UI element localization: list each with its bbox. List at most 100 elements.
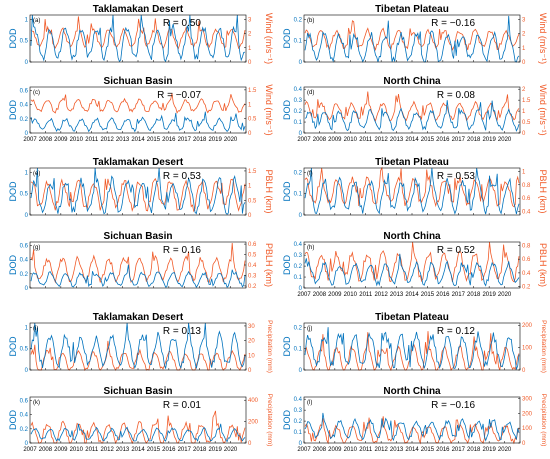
tick-label-x: 2015 bbox=[421, 137, 435, 143]
tick-label-x: 2019 bbox=[482, 447, 496, 453]
plot-frame bbox=[29, 322, 247, 371]
tick-label-left: 0 bbox=[299, 60, 303, 66]
y-axis-label-right: PBLH (km) bbox=[264, 243, 274, 287]
tick-label-left: 0.2 bbox=[294, 17, 303, 23]
tick-label-x: 2012 bbox=[374, 447, 388, 453]
series-line-left bbox=[304, 253, 520, 287]
y-axis-label-right: PBLH (km) bbox=[538, 243, 548, 287]
tick-label-x: 2010 bbox=[344, 137, 358, 143]
tick-label-right: 2 bbox=[522, 87, 526, 93]
correlation-label: R = −0.16 bbox=[431, 18, 475, 29]
tick-label-left: 0.6 bbox=[20, 89, 29, 95]
tick-label-left: 0.1 bbox=[294, 120, 303, 126]
tick-label-x: 2020 bbox=[498, 292, 512, 298]
series-line-left bbox=[304, 15, 520, 63]
tick-label-x: 2015 bbox=[147, 447, 161, 453]
tick-label-x: 2013 bbox=[390, 447, 404, 453]
y-axis-label-left: DOD bbox=[8, 255, 18, 276]
tick-label-left: 0.2 bbox=[294, 325, 303, 331]
plot-frame bbox=[29, 86, 247, 134]
tick-label-right: 200 bbox=[522, 411, 533, 417]
tick-label-left: 1 bbox=[25, 170, 29, 176]
tick-label-left: 0.1 bbox=[294, 430, 303, 436]
tick-label-right: 0 bbox=[522, 368, 526, 374]
tick-label-x: 2020 bbox=[224, 447, 238, 453]
tick-label-x: 2011 bbox=[85, 447, 99, 453]
tick-label-x: 2014 bbox=[405, 447, 419, 453]
tick-label-left: 0.1 bbox=[294, 39, 303, 45]
panel-g: Sichuan Basin (g) R = 0.16 0 0.2 0.4 0.6 0.2 0.3… bbox=[8, 231, 274, 292]
tick-label-right: 1.5 bbox=[248, 88, 257, 94]
tick-label-right: 0.8 bbox=[522, 243, 531, 249]
tick-label-x: 2010 bbox=[70, 137, 84, 143]
panel-title: Taklamakan Desert bbox=[93, 4, 184, 15]
tick-label-x: 2017 bbox=[178, 137, 192, 143]
tick-label-right: 20 bbox=[248, 339, 255, 345]
tick-label-x: 2009 bbox=[54, 137, 68, 143]
tick-label-right: 100 bbox=[522, 346, 533, 352]
tick-label-x: 2009 bbox=[328, 137, 342, 143]
y-axis-label-left: DOD bbox=[282, 28, 292, 49]
y-axis-label-left: DOD bbox=[8, 181, 18, 202]
series-line-right bbox=[304, 416, 520, 445]
series-line-left bbox=[304, 327, 520, 370]
panel-letter: (i) bbox=[33, 326, 38, 332]
tick-label-right: 1.5 bbox=[522, 98, 531, 104]
tick-label-right: 300 bbox=[522, 396, 533, 402]
tick-label-x: 2018 bbox=[467, 137, 481, 143]
tick-label-left: 0 bbox=[25, 441, 29, 447]
tick-label-x: 2007 bbox=[297, 137, 311, 143]
y-axis-label-left: DOD bbox=[282, 181, 292, 202]
tick-label-x: 2011 bbox=[359, 447, 373, 453]
panel-h: North China (h) R = 0.52 0 0.1 0.2 0.3 0.4 0.2 0.… bbox=[282, 231, 548, 298]
series-line-right bbox=[30, 93, 246, 114]
tick-label-right: 1 bbox=[248, 46, 252, 52]
tick-label-x: 2013 bbox=[116, 447, 130, 453]
panel-title: Tibetan Plateau bbox=[375, 312, 449, 323]
tick-label-x: 2007 bbox=[297, 447, 311, 453]
tick-label-right: 3 bbox=[522, 17, 526, 23]
plot-frame bbox=[29, 396, 247, 444]
panel-title: Sichuan Basin bbox=[104, 386, 173, 397]
tick-label-left: 0.4 bbox=[20, 413, 29, 419]
tick-label-x: 2018 bbox=[193, 447, 207, 453]
y-axis-label-right: Precipitation (mm) bbox=[266, 394, 273, 447]
tick-label-x: 2020 bbox=[224, 137, 238, 143]
tick-label-right: 30 bbox=[248, 324, 255, 330]
series-line-left bbox=[30, 264, 246, 289]
tick-label-left: 0.4 bbox=[20, 258, 29, 264]
tick-label-right: 0 bbox=[248, 213, 252, 219]
correlation-label: R = 0.01 bbox=[163, 400, 202, 411]
tick-label-left: 0.6 bbox=[20, 399, 29, 405]
tick-label-x: 2014 bbox=[405, 292, 419, 298]
tick-label-right: 0.4 bbox=[522, 210, 531, 216]
tick-label-right: 1 bbox=[522, 46, 526, 52]
y-axis-label-right: PBLH (km) bbox=[538, 169, 548, 213]
tick-label-right: 3 bbox=[248, 17, 252, 23]
y-axis-label-right: Precipitation (mm) bbox=[266, 320, 273, 373]
tick-label-x: 2016 bbox=[436, 447, 450, 453]
tick-label-left: 0 bbox=[299, 131, 303, 137]
tick-label-x: 2009 bbox=[328, 447, 342, 453]
tick-label-x: 2017 bbox=[178, 447, 192, 453]
tick-label-x: 2018 bbox=[467, 292, 481, 298]
tick-label-right: 2 bbox=[522, 32, 526, 38]
panel-title: North China bbox=[383, 231, 441, 242]
series-line-right bbox=[304, 20, 520, 52]
panel-letter: (l) bbox=[307, 400, 312, 406]
panel-letter: (h) bbox=[307, 245, 314, 251]
correlation-label: R = −0.16 bbox=[431, 400, 475, 411]
tick-label-right: 0.8 bbox=[522, 183, 531, 189]
tick-label-x: 2015 bbox=[421, 447, 435, 453]
panel-title: Sichuan Basin bbox=[104, 76, 173, 87]
series-line-left bbox=[304, 100, 520, 132]
tick-label-x: 2011 bbox=[359, 292, 373, 298]
panel-l: North China (l) R = −0.16 0 0.1 0.2 0.3 0.4 0 100… bbox=[282, 386, 547, 453]
tick-label-x: 2014 bbox=[131, 137, 145, 143]
panel-j: Tibetan Plateau (j) R = 0.12 0 0.1 0.2 0 100 200… bbox=[282, 312, 547, 374]
panel-letter: (g) bbox=[33, 245, 40, 251]
tick-label-left: 0 bbox=[25, 368, 29, 374]
tick-label-right: 1 bbox=[522, 109, 526, 115]
tick-label-x: 2016 bbox=[162, 447, 176, 453]
